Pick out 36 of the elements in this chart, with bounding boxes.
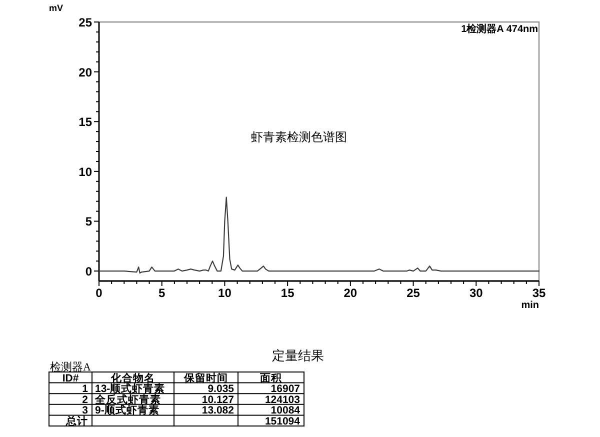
x-tick-label: 30 xyxy=(469,286,483,300)
x-tick-label: 15 xyxy=(280,286,294,300)
y-tick-label: 25 xyxy=(78,16,92,30)
x-tick-label: 20 xyxy=(344,286,358,300)
x-tick-label: 35 xyxy=(532,286,546,300)
table-title: 定量结果 xyxy=(272,348,324,363)
table-header: 保留时间 xyxy=(184,372,228,384)
table-cell: 3 xyxy=(82,404,88,417)
x-axis-title: min xyxy=(521,300,539,311)
y-axis-title: mV xyxy=(49,3,64,13)
table-cell: 124103 xyxy=(264,394,300,406)
x-tick-label: 0 xyxy=(96,286,102,300)
table-header: 面积 xyxy=(260,372,282,384)
table-cell: 2 xyxy=(82,394,88,406)
table-cell: 13.082 xyxy=(202,404,234,417)
annotation: 1检测器A 474nm xyxy=(461,24,538,35)
table-cell: 16907 xyxy=(270,383,300,396)
table-subtitle: 检测器A xyxy=(50,362,91,374)
x-tick-label: 5 xyxy=(158,286,166,300)
y-tick-label: 10 xyxy=(78,164,92,179)
table-cell: 10084 xyxy=(270,404,300,417)
table-cell: 1 xyxy=(82,383,88,396)
table-cell: 9-顺式虾青素 xyxy=(95,404,160,417)
x-tick-label: 10 xyxy=(218,286,232,300)
x-tick-label: 25 xyxy=(406,286,420,300)
table-cell: 10.127 xyxy=(202,394,234,406)
table-header: ID# xyxy=(62,372,79,384)
title: 虾青素检测色谱图 xyxy=(251,130,347,144)
y-tick-label: 5 xyxy=(85,214,92,229)
y-tick-label: 20 xyxy=(78,65,92,80)
table-cell: 9.035 xyxy=(208,383,234,396)
y-tick-label: 15 xyxy=(78,115,92,130)
table-cell: 13-顺式虾青素 xyxy=(95,383,166,396)
table-cell: 全反式虾青素 xyxy=(95,394,161,406)
y-tick-label: 0 xyxy=(85,264,92,279)
table-cell: 151094 xyxy=(264,416,300,428)
